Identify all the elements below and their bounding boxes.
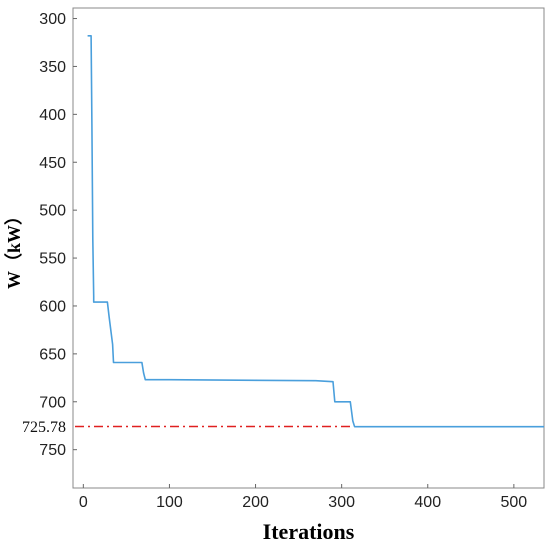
y-tick-label: 600 xyxy=(39,298,66,315)
y-tick-label: 300 xyxy=(39,11,66,28)
y-tick-label: 400 xyxy=(39,107,66,124)
x-tick-label: 100 xyxy=(156,494,183,511)
x-axis-label: Iterations xyxy=(263,519,355,544)
x-tick-label: 500 xyxy=(501,494,528,511)
y-tick-label: 450 xyxy=(39,155,66,172)
y-axis-ticks: 300 350 400 450 500 550 600 650 700 750 xyxy=(39,11,77,459)
series-line xyxy=(87,34,544,428)
x-tick-label: 400 xyxy=(414,494,441,511)
plot-frame xyxy=(72,7,545,489)
y-tick-label: 550 xyxy=(39,251,66,268)
x-tick-label: 200 xyxy=(242,494,269,511)
x-tick-label: 0 xyxy=(79,494,88,511)
reference-line-label: 725.78 xyxy=(22,419,66,436)
y-tick-label: 500 xyxy=(39,203,66,220)
y-tick-label: 350 xyxy=(39,59,66,76)
y-tick-label: 700 xyxy=(39,394,66,411)
x-axis-ticks: 0 100 200 300 400 500 xyxy=(79,484,527,511)
y-tick-label: 750 xyxy=(39,442,66,459)
series-group xyxy=(87,34,544,428)
x-tick-label: 300 xyxy=(328,494,355,511)
y-tick-label: 650 xyxy=(39,346,66,363)
y-axis-label: W（kW） xyxy=(4,207,24,289)
